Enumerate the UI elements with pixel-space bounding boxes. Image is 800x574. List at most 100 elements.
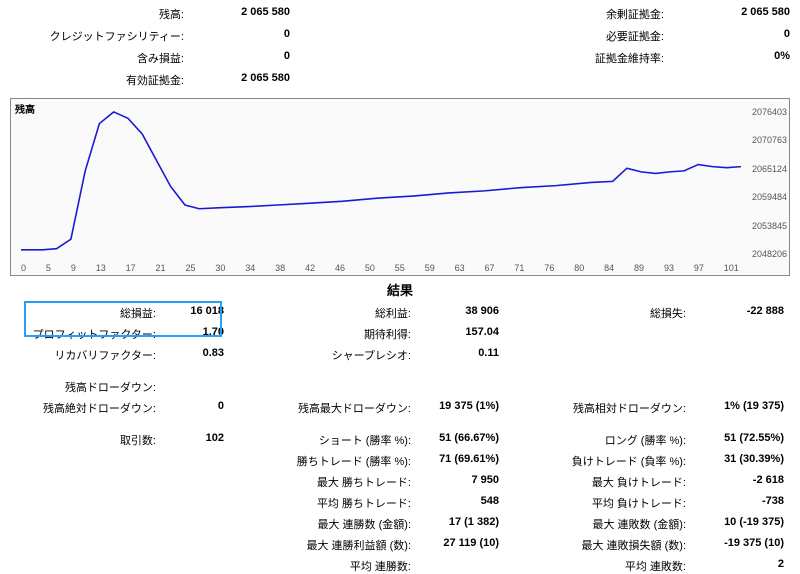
result-label: 平均 連勝数: <box>265 558 415 574</box>
x-tick-label: 34 <box>245 263 255 273</box>
x-tick-label: 0 <box>21 263 26 273</box>
result-label: ショート (勝率 %): <box>265 432 415 448</box>
result-value: 51 (66.67%) <box>415 432 505 448</box>
result-value: -2 618 <box>690 474 790 490</box>
result-label: 平均 連敗数: <box>540 558 690 574</box>
x-tick-label: 5 <box>46 263 51 273</box>
balance-chart: 残高 2076403207076320651242059484205384520… <box>10 98 790 276</box>
chart-line <box>11 99 789 275</box>
result-label: 残高ドローダウン: <box>10 379 160 395</box>
x-tick-label: 25 <box>185 263 195 273</box>
result-label: 最大 連敗数 (金額): <box>540 516 690 532</box>
y-tick-label: 2070763 <box>752 135 787 145</box>
result-label: プロフィットファクター: <box>10 326 160 342</box>
x-tick-label: 21 <box>156 263 166 273</box>
result-value: 71 (69.61%) <box>415 453 505 469</box>
y-tick-label: 2076403 <box>752 107 787 117</box>
balance-label: 残高: <box>10 6 190 22</box>
result-value: 102 <box>160 432 230 448</box>
result-value <box>415 379 505 395</box>
result-value <box>690 347 790 363</box>
marginlevel-label: 証拠金維持率: <box>530 50 670 66</box>
result-label <box>10 516 160 532</box>
equity-value: 2 065 580 <box>190 72 290 88</box>
result-value <box>415 558 505 574</box>
result-value: -22 888 <box>690 305 790 321</box>
x-tick-label: 38 <box>275 263 285 273</box>
result-label <box>10 453 160 469</box>
credit-value: 0 <box>190 28 290 44</box>
result-value: 38 906 <box>415 305 505 321</box>
marginlevel-value: 0% <box>670 50 790 66</box>
account-summary: 残高: 2 065 580 余剰証拠金: 2 065 580 クレジットファシリ… <box>10 6 790 88</box>
result-value: 19 375 (1%) <box>415 400 505 416</box>
result-label: 最大 連勝数 (金額): <box>265 516 415 532</box>
result-value: 2 <box>690 558 790 574</box>
y-tick-label: 2059484 <box>752 192 787 202</box>
result-label: 総損益: <box>10 305 160 321</box>
y-tick-label: 2053845 <box>752 221 787 231</box>
floating-value: 0 <box>190 50 290 66</box>
balance-value: 2 065 580 <box>190 6 290 22</box>
result-value: -738 <box>690 495 790 511</box>
result-label <box>540 326 690 342</box>
y-tick-label: 2065124 <box>752 164 787 174</box>
x-tick-label: 59 <box>425 263 435 273</box>
result-label: 平均 負けトレード: <box>540 495 690 511</box>
x-tick-label: 93 <box>664 263 674 273</box>
x-tick-label: 76 <box>544 263 554 273</box>
result-value <box>160 453 230 469</box>
result-label: 総利益: <box>265 305 415 321</box>
result-label: 期待利得: <box>265 326 415 342</box>
result-value: 51 (72.55%) <box>690 432 790 448</box>
reqmargin-label: 必要証拠金: <box>530 28 670 44</box>
reqmargin-value: 0 <box>670 28 790 44</box>
result-value <box>160 495 230 511</box>
result-label: 最大 勝ちトレード: <box>265 474 415 490</box>
chart-y-ticks: 2076403207076320651242059484205384520482… <box>752 99 787 259</box>
result-label: 最大 連勝利益額 (数): <box>265 537 415 553</box>
results-table: 総損益:16 018総利益:38 906総損失:-22 888プロフィットファク… <box>10 305 790 574</box>
x-tick-label: 9 <box>71 263 76 273</box>
result-label: 取引数: <box>10 432 160 448</box>
x-tick-label: 55 <box>395 263 405 273</box>
x-tick-label: 13 <box>96 263 106 273</box>
equity-label: 有効証拠金: <box>10 72 190 88</box>
result-label <box>10 474 160 490</box>
result-label <box>10 537 160 553</box>
result-label <box>265 379 415 395</box>
result-value <box>160 379 230 395</box>
result-value <box>690 326 790 342</box>
result-label: 残高最大ドローダウン: <box>265 400 415 416</box>
result-label: 残高相対ドローダウン: <box>540 400 690 416</box>
chart-x-ticks: 0591317212530343842465055596367717680848… <box>21 263 739 273</box>
result-value: 31 (30.39%) <box>690 453 790 469</box>
result-label: 総損失: <box>540 305 690 321</box>
result-value: 0 <box>160 400 230 416</box>
x-tick-label: 17 <box>126 263 136 273</box>
result-value <box>160 537 230 553</box>
result-value: 548 <box>415 495 505 511</box>
result-value: 17 (1 382) <box>415 516 505 532</box>
result-value: 0.11 <box>415 347 505 363</box>
x-tick-label: 50 <box>365 263 375 273</box>
result-label: 残高絶対ドローダウン: <box>10 400 160 416</box>
result-label: 平均 勝ちトレード: <box>265 495 415 511</box>
result-label: 負けトレード (負率 %): <box>540 453 690 469</box>
result-label: 最大 連敗損失額 (数): <box>540 537 690 553</box>
freemargin-value: 2 065 580 <box>670 6 790 22</box>
x-tick-label: 30 <box>215 263 225 273</box>
result-value: 7 950 <box>415 474 505 490</box>
result-value <box>160 516 230 532</box>
x-tick-label: 42 <box>305 263 315 273</box>
x-tick-label: 46 <box>335 263 345 273</box>
result-value: 0.83 <box>160 347 230 363</box>
x-tick-label: 101 <box>724 263 739 273</box>
results-title: 結果 <box>10 280 790 299</box>
result-label: ロング (勝率 %): <box>540 432 690 448</box>
result-label <box>10 558 160 574</box>
result-value <box>160 474 230 490</box>
result-value: 1% (19 375) <box>690 400 790 416</box>
result-label: 勝ちトレード (勝率 %): <box>265 453 415 469</box>
x-tick-label: 84 <box>604 263 614 273</box>
